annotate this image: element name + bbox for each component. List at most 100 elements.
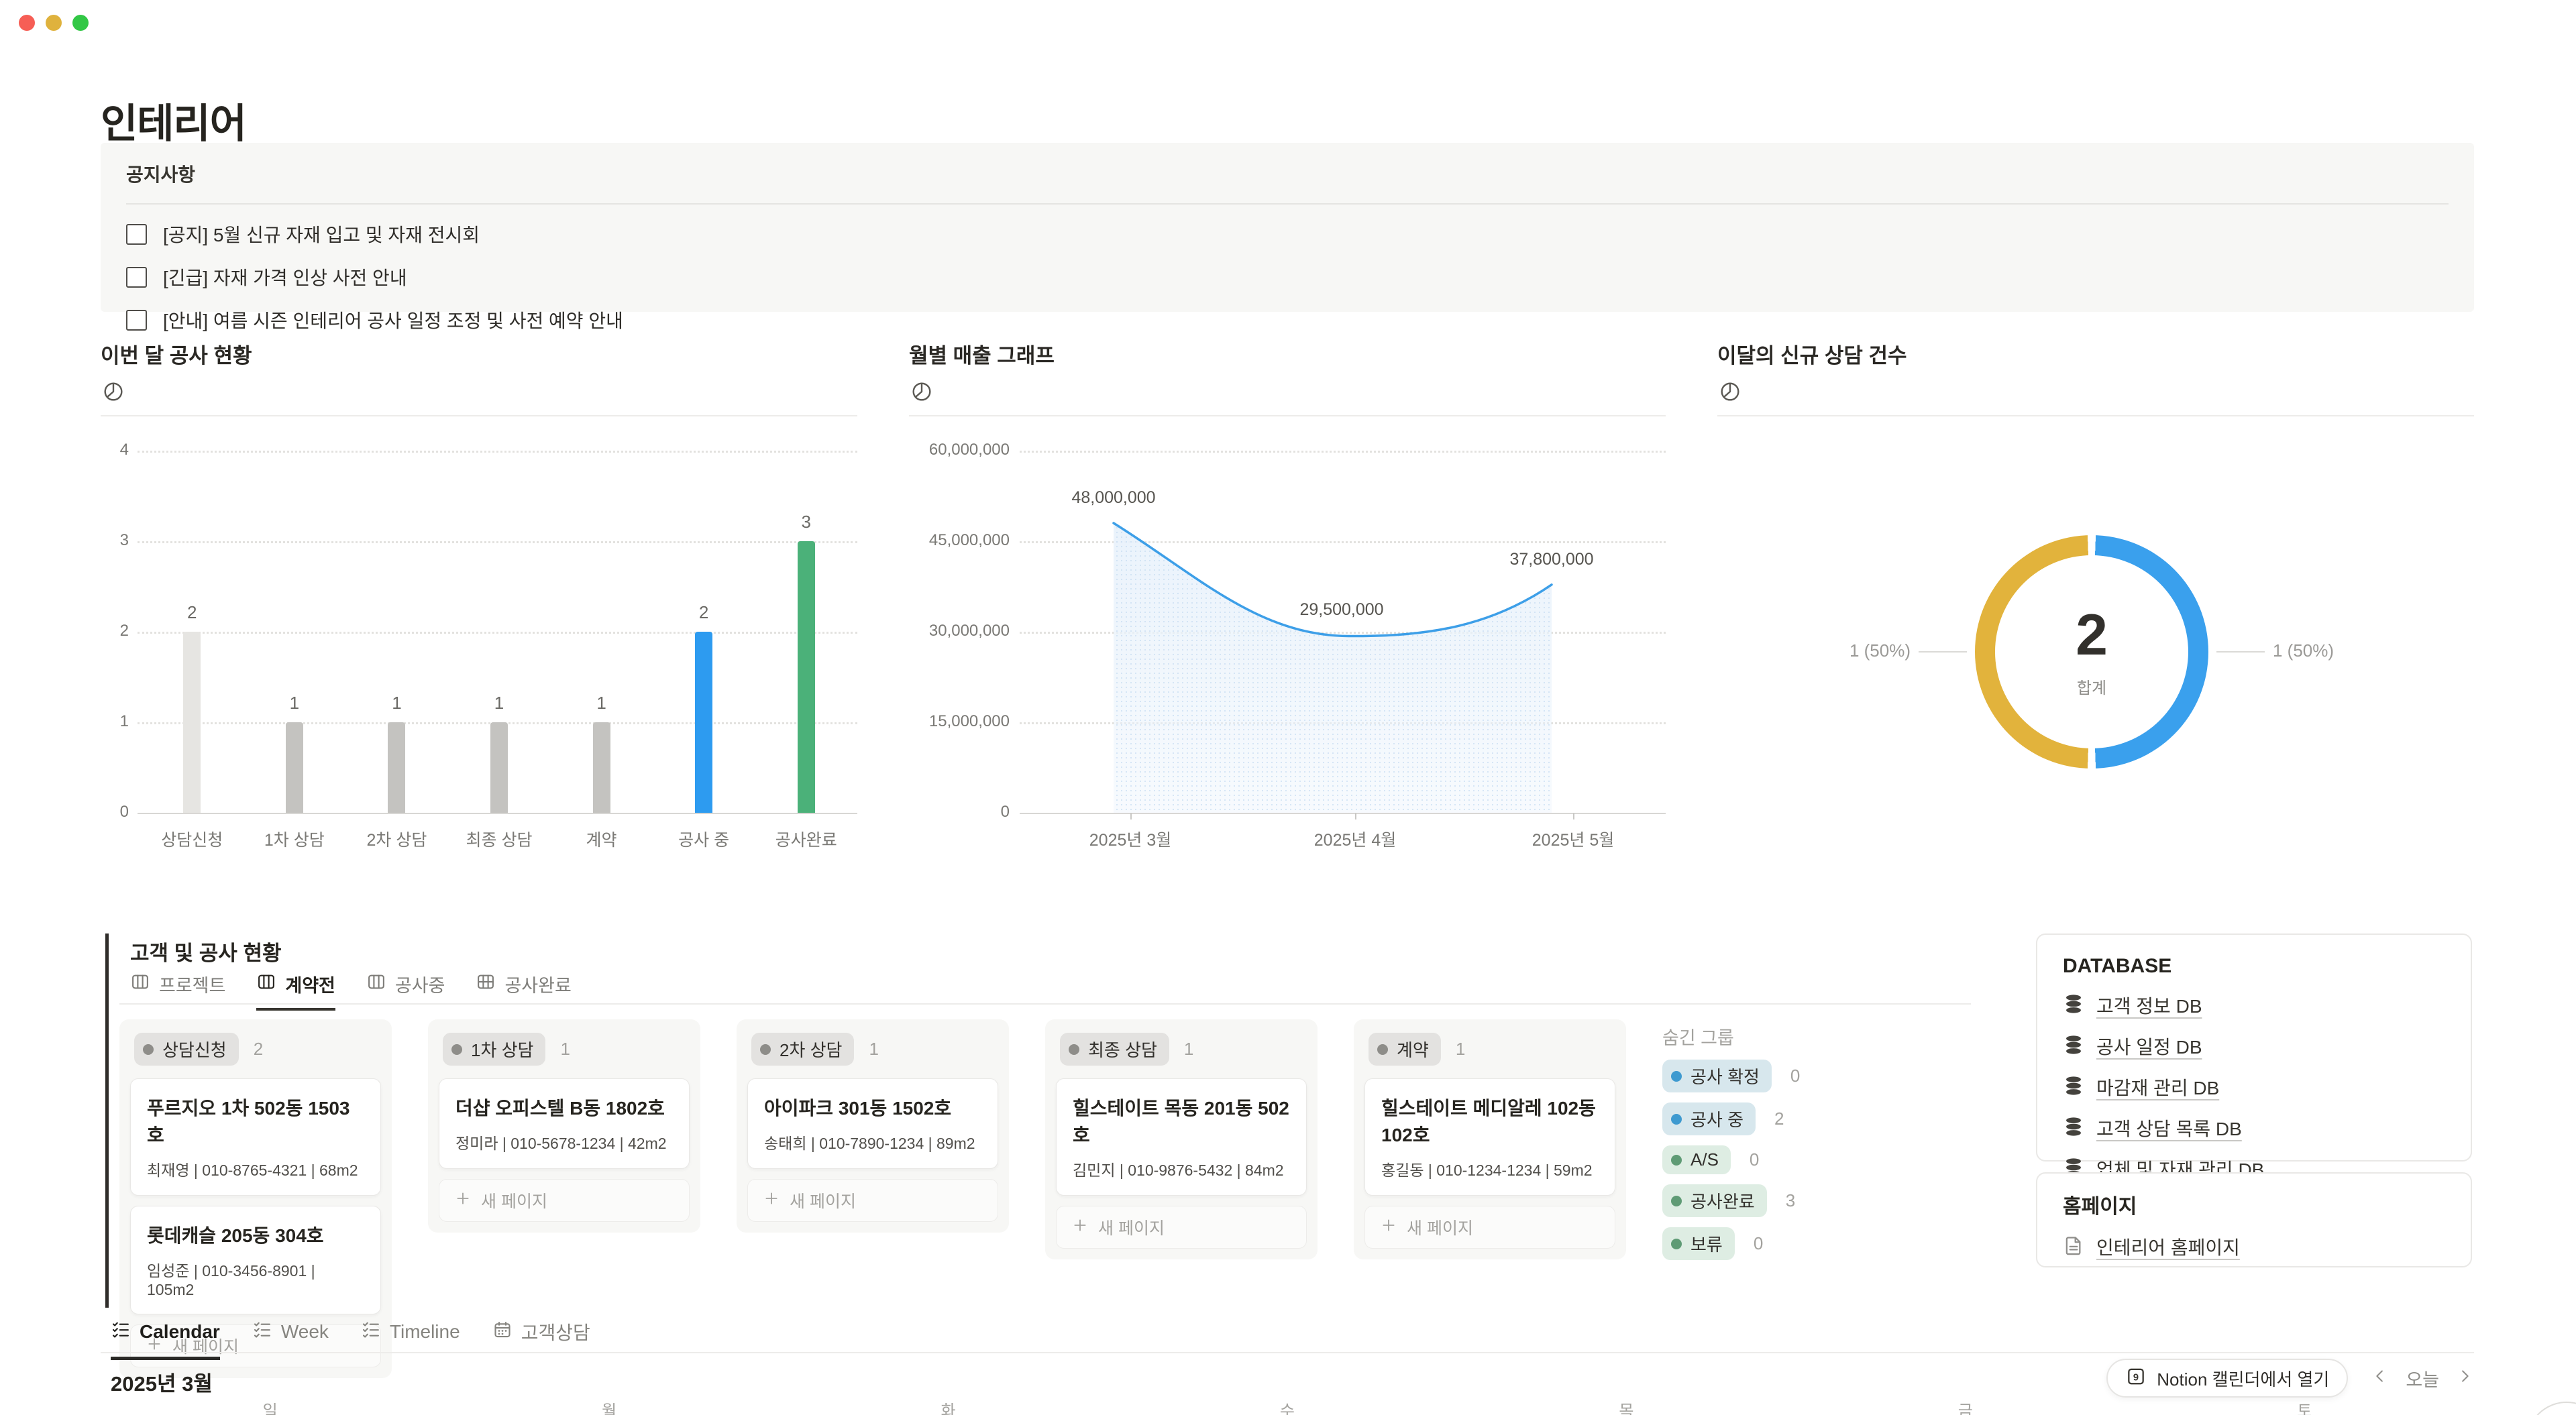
bar-value-label: 1 [494, 693, 504, 713]
homepage-link[interactable]: 인테리어 홈페이지 [2096, 1237, 2240, 1258]
calendar-view-tab-Calendar[interactable]: Calendar [111, 1318, 220, 1360]
divider [1717, 415, 2474, 416]
table-icon [476, 972, 496, 997]
todo-checkbox[interactable] [126, 266, 147, 288]
weekday-label: 일 [262, 1402, 278, 1415]
category-label: 계약 [586, 831, 617, 850]
database-link[interactable]: 공사 일정 DB [2096, 1037, 2202, 1058]
kanban-card[interactable]: 푸르지오 1차 502동 1503호 최재영 | 010-8765-4321 | … [130, 1078, 381, 1196]
homepage-item: 인테리어 홈페이지 [2063, 1233, 2445, 1260]
todo-label: [안내] 여름 시즌 인테리어 공사 일정 조정 및 사전 예약 안내 [163, 310, 623, 331]
bar-최종 상담 [490, 722, 508, 813]
new-page-label: 새 페이지 [481, 1192, 547, 1211]
status-dot-icon [1671, 1195, 1682, 1206]
checklist-icon [252, 1320, 272, 1345]
calendar-controls: 9 Notion 캘린더에서 열기 오늘 [2106, 1359, 2474, 1398]
database-panel: DATABASE 고객 정보 DB 공사 일정 DB 마감재 관리 DB 고객 상담 … [2036, 933, 2472, 1180]
hidden-group-row: 공사 확정 0 [1662, 1060, 1931, 1092]
weekday-label: 월 [602, 1402, 617, 1415]
hidden-group-row: A/S 0 [1662, 1145, 1931, 1174]
card-meta: 정미라 | 010-5678-1234 | 42m2 [455, 1135, 667, 1152]
today-button[interactable]: 오늘 [2406, 1369, 2439, 1390]
open-notion-calendar-button[interactable]: 9 Notion 캘린더에서 열기 [2106, 1359, 2349, 1398]
card-meta: 최재영 | 010-8765-4321 | 68m2 [147, 1162, 358, 1179]
kanban-tab-공사중[interactable]: 공사중 [366, 971, 445, 1011]
column-name: 2차 상담 [780, 1040, 843, 1060]
kanban-card[interactable]: 힐스테이트 메디알레 102동 102호 홍길동 | 010-1234-1234 … [1364, 1078, 1615, 1196]
kanban-tab-계약전[interactable]: 계약전 [256, 971, 335, 1011]
new-page-button[interactable]: 새 페이지 [439, 1179, 690, 1222]
database-link[interactable]: 마감재 관리 DB [2096, 1078, 2220, 1098]
plus-icon [1380, 1216, 1397, 1239]
chevron-left-icon[interactable] [2371, 1367, 2390, 1390]
bar-상담신청 [183, 632, 201, 813]
kanban-card[interactable]: 힐스테이트 목동 201동 502호 김민지 | 010-9876-5432 | … [1056, 1078, 1307, 1196]
todo-checkbox[interactable] [126, 309, 147, 331]
status-dot-icon [1377, 1043, 1388, 1055]
new-page-button[interactable]: 새 페이지 [130, 1324, 381, 1367]
bar-value-label: 2 [187, 602, 197, 622]
y-axis-tick-label: 1 [119, 712, 129, 730]
bar-value-label: 1 [596, 693, 606, 713]
database-link[interactable]: 고객 상담 목록 DB [2096, 1119, 2242, 1139]
x-axis-tick-label: 2025년 3월 [1089, 831, 1172, 850]
database-link[interactable]: 고객 정보 DB [2096, 996, 2202, 1017]
x-axis-tick-label: 2025년 4월 [1313, 831, 1397, 850]
new-page-label: 새 페이지 [790, 1192, 856, 1211]
hidden-group-pill[interactable]: 공사 중 [1662, 1102, 1756, 1135]
kanban-tab-공사완료[interactable]: 공사완료 [476, 971, 572, 1011]
status-dot-icon [1671, 1154, 1682, 1166]
column-badge[interactable]: 최종 상담 [1060, 1033, 1169, 1066]
column-count: 1 [560, 1039, 570, 1059]
checklist-icon [111, 1320, 131, 1345]
calendar-view-tab-고객상담[interactable]: 고객상담 [492, 1318, 590, 1360]
hidden-group-count: 0 [1749, 1149, 1760, 1170]
hidden-group-pill[interactable]: 공사완료 [1662, 1184, 1767, 1217]
traffic-light-close[interactable] [19, 15, 35, 31]
bar-계약 [592, 722, 610, 813]
chart-title: 이번 달 공사 현황 [101, 344, 252, 367]
card-title: 더샵 오피스텔 B동 1802호 [455, 1098, 665, 1119]
bar-공사 중 [695, 632, 713, 813]
hidden-group-pill[interactable]: 공사 확정 [1662, 1060, 1772, 1092]
y-axis-tick-label: 3 [119, 531, 129, 549]
homepage-panel: 홈페이지 인테리어 홈페이지 [2036, 1172, 2472, 1267]
bar-value-label: 1 [289, 693, 300, 713]
page-title: 인테리어 [101, 101, 247, 147]
chevron-right-icon[interactable] [2455, 1367, 2474, 1390]
x-axis-tick [1130, 813, 1132, 819]
kanban-tab-프로젝트[interactable]: 프로젝트 [130, 971, 225, 1011]
column-badge[interactable]: 상담신청 [134, 1033, 239, 1066]
column-count: 1 [869, 1039, 879, 1059]
column-badge[interactable]: 2차 상담 [751, 1033, 855, 1066]
traffic-light-zoom[interactable] [72, 15, 89, 31]
traffic-light-minimize[interactable] [46, 15, 62, 31]
new-page-button[interactable]: 새 페이지 [1056, 1206, 1307, 1249]
hidden-group-pill[interactable]: A/S [1662, 1145, 1731, 1174]
kanban-column-계약: 계약 1 힐스테이트 메디알레 102동 102호 홍길동 | 010-1234-12… [1354, 1019, 1626, 1259]
gridline [1020, 813, 1666, 814]
new-page-button[interactable]: 새 페이지 [1364, 1206, 1615, 1249]
point-value-label: 48,000,000 [1071, 488, 1156, 507]
new-page-button[interactable]: 새 페이지 [747, 1179, 998, 1222]
status-dot-icon [760, 1043, 771, 1055]
column-badge[interactable]: 1차 상담 [443, 1033, 546, 1066]
tab-label: Timeline [389, 1321, 460, 1342]
column-count: 1 [1455, 1039, 1466, 1059]
plus-icon [146, 1335, 163, 1357]
callout-line [2216, 651, 2265, 653]
calendar-view-tab-Timeline[interactable]: Timeline [361, 1318, 460, 1360]
calendar-view-tab-Week[interactable]: Week [252, 1318, 329, 1360]
todo-checkbox[interactable] [126, 223, 147, 245]
hidden-group-pill[interactable]: 보류 [1662, 1227, 1735, 1260]
database-item: 고객 정보 DB [2063, 992, 2445, 1019]
kanban-card[interactable]: 아이파크 301동 1502호 송태희 | 010-7890-1234 | 89m… [747, 1078, 998, 1169]
column-badge[interactable]: 계약 [1368, 1033, 1441, 1066]
help-button[interactable] [2526, 1402, 2576, 1415]
kanban-card[interactable]: 롯데캐슬 205동 304호 임성준 | 010-3456-8901 | 105m… [130, 1206, 381, 1314]
card-title: 힐스테이트 메디알레 102동 102호 [1381, 1098, 1596, 1145]
gridline [1020, 451, 1666, 453]
todo-label: [공지] 5월 신규 자재 입고 및 자재 전시회 [163, 225, 480, 245]
donut-slice-label-left: 1 (50%) [1849, 640, 1911, 661]
